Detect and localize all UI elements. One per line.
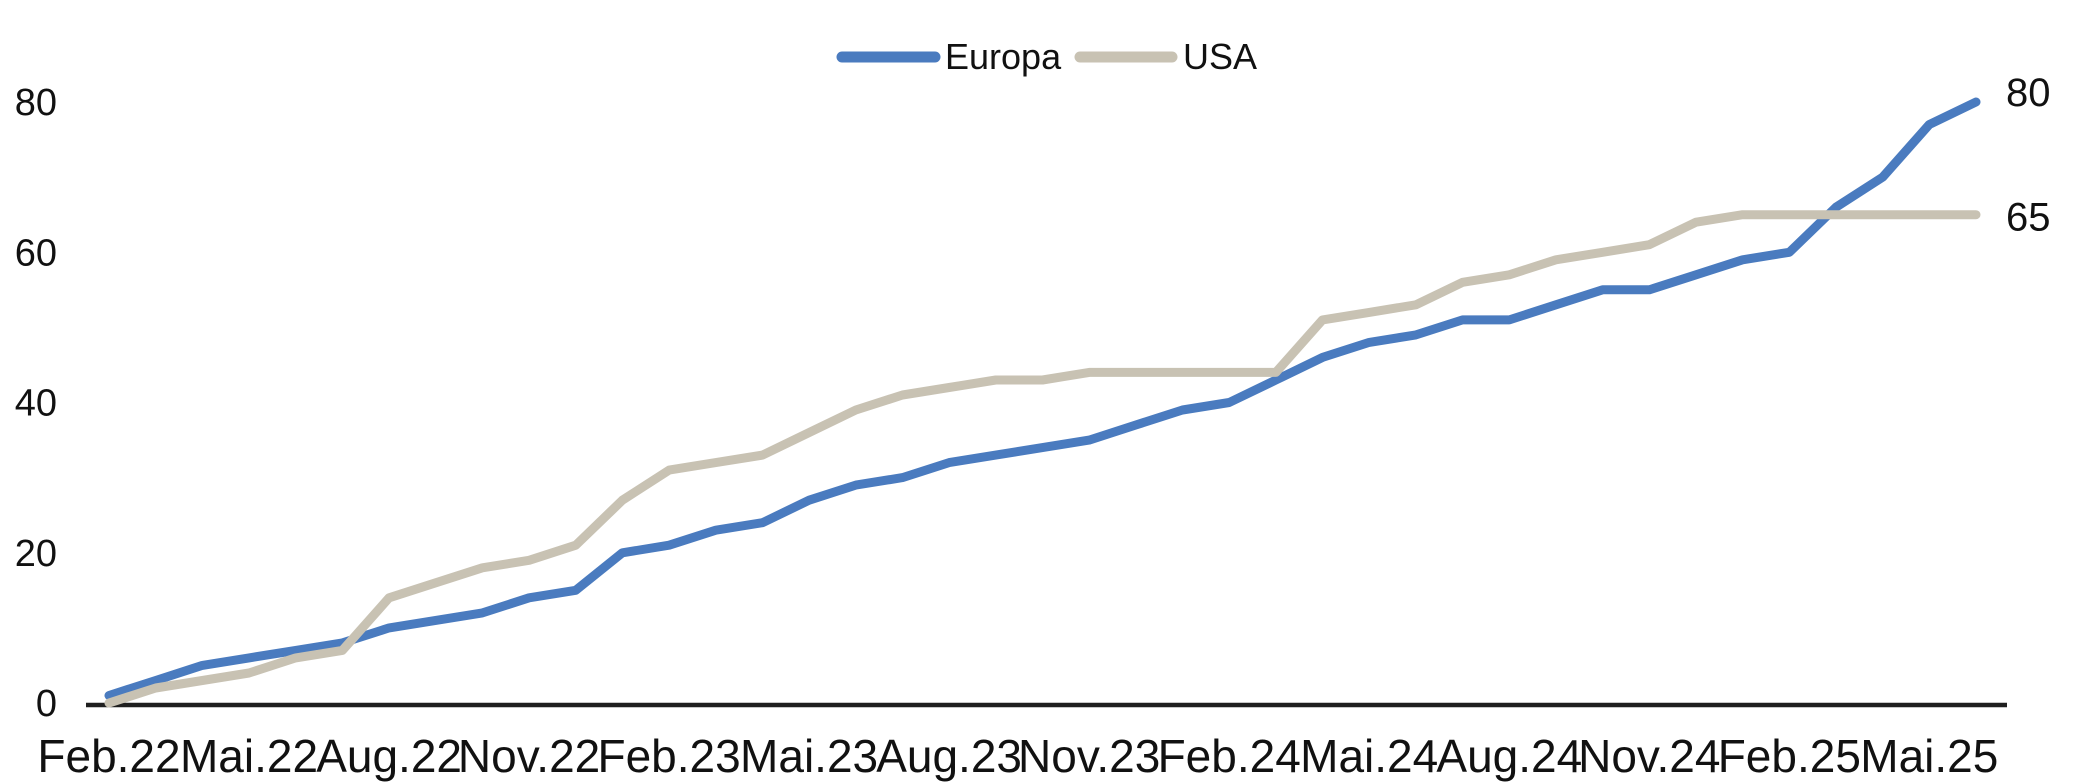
x-axis-tick-label: Feb.25 [1718, 730, 1861, 782]
x-axis-tick-label: Mai.24 [1300, 730, 1438, 782]
europa-end-label: 80 [2006, 71, 2051, 115]
legend-label-europa: Europa [945, 36, 1062, 77]
usa-end-label: 65 [2006, 196, 2051, 240]
usa-line [104, 210, 1981, 708]
y-axis-tick-label: 0 [36, 683, 57, 725]
x-axis-tick-label: Mai.22 [180, 730, 318, 782]
x-axis-tick-label: Aug.22 [316, 730, 462, 782]
x-axis-tick-label: Feb.23 [597, 730, 740, 782]
y-axis-tick-label: 20 [15, 533, 57, 575]
x-axis-tick-label: Feb.24 [1158, 730, 1301, 782]
x-axis-tick-label: Nov.24 [1578, 730, 1720, 782]
x-axis-tick-label: Aug.23 [876, 730, 1022, 782]
y-axis-tick-label: 80 [15, 82, 57, 124]
x-axis-tick-label: Mai.25 [1860, 730, 1998, 782]
x-axis-tick-label: Nov.22 [458, 730, 600, 782]
x-axis-tick-label: Nov.23 [1018, 730, 1160, 782]
x-axis-tick-label: Mai.23 [740, 730, 878, 782]
y-axis-tick-label: 60 [15, 232, 57, 274]
europa-line [104, 97, 1981, 700]
x-axis-tick-label: Feb.22 [37, 730, 180, 782]
x-axis-tick-label: Aug.24 [1436, 730, 1582, 782]
legend-label-usa: USA [1183, 36, 1257, 77]
y-axis-tick-label: 40 [15, 383, 57, 425]
